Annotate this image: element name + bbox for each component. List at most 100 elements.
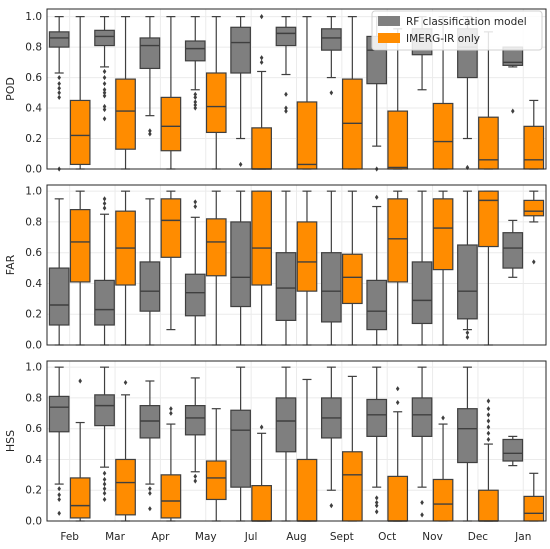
outlier-point xyxy=(486,412,491,418)
outlier-point xyxy=(102,496,107,503)
outlier-point xyxy=(102,90,107,96)
box-imerg xyxy=(115,78,136,150)
box-rf xyxy=(275,26,297,47)
outlier-point xyxy=(102,68,107,75)
box-imerg xyxy=(251,127,272,170)
box-rf xyxy=(275,252,297,321)
box-imerg xyxy=(523,125,545,170)
outlier-point xyxy=(193,99,198,105)
y-tick-label: 0.2 xyxy=(25,133,42,145)
box-rf xyxy=(48,267,70,326)
box-rf xyxy=(184,40,206,62)
box-rf xyxy=(230,26,251,74)
outlier-point xyxy=(102,486,107,492)
outlier-point xyxy=(57,85,61,91)
outlier-point xyxy=(259,14,264,20)
legend-swatch-rf xyxy=(378,16,400,26)
outlier-point xyxy=(374,503,379,509)
plot-frame-0 xyxy=(46,8,547,170)
outlier-point xyxy=(102,481,107,487)
outlier-point xyxy=(102,106,107,113)
box-rf xyxy=(139,37,161,70)
box-rf xyxy=(320,252,342,323)
y-tick-label: 0.0 xyxy=(25,516,42,528)
box-imerg xyxy=(432,198,454,271)
outlier-point xyxy=(374,499,379,506)
box-rf xyxy=(184,405,206,436)
outlier-point xyxy=(441,415,445,421)
box-rf xyxy=(411,397,433,437)
box-imerg xyxy=(205,218,227,277)
outlier-point xyxy=(193,94,198,100)
outlier-point xyxy=(193,105,198,111)
plot-frame-1 xyxy=(46,184,547,346)
y-tick-label: 1.0 xyxy=(25,11,42,23)
legend-label: RF classification model xyxy=(406,16,527,28)
box-rf xyxy=(366,279,388,331)
box-imerg xyxy=(387,475,409,522)
box-rf xyxy=(502,438,524,462)
box-rf xyxy=(94,394,115,427)
outlier-point xyxy=(57,81,61,87)
box-rf xyxy=(48,395,70,433)
plot-frame-2 xyxy=(46,360,547,522)
box-imerg xyxy=(523,199,545,217)
outlier-point xyxy=(193,478,198,484)
outlier-point xyxy=(148,490,152,496)
outlier-point xyxy=(486,418,491,424)
outlier-point xyxy=(102,116,107,122)
outlier-point xyxy=(102,470,107,476)
outlier-point xyxy=(510,108,515,114)
outlier-point xyxy=(148,131,152,137)
outlier-point xyxy=(395,399,400,406)
box-imerg xyxy=(251,190,272,286)
y-tick-label: 0.8 xyxy=(25,216,42,228)
y-tick-label: 0.4 xyxy=(25,278,42,290)
y-tick-label: 0.6 xyxy=(25,423,42,435)
legend-box xyxy=(371,10,543,51)
outlier-point xyxy=(420,499,424,506)
legend-label: IMERG-IR only xyxy=(406,33,480,45)
outlier-point xyxy=(284,105,288,111)
outlier-point xyxy=(102,103,107,110)
outlier-point xyxy=(465,334,470,340)
box-imerg xyxy=(160,474,182,519)
outlier-point xyxy=(102,81,107,87)
outlier-point xyxy=(329,90,334,96)
outlier-point xyxy=(193,102,198,108)
box-imerg xyxy=(341,451,363,522)
outlier-point xyxy=(169,410,173,416)
box-imerg xyxy=(296,458,318,522)
outlier-point xyxy=(102,205,107,211)
x-tick-label: Mar xyxy=(105,531,125,543)
x-tick-label: Sept xyxy=(330,531,354,543)
box-imerg xyxy=(69,209,91,283)
box-imerg xyxy=(296,221,318,292)
outlier-point xyxy=(284,91,288,97)
outlier-point xyxy=(374,509,379,515)
box-imerg xyxy=(432,478,454,522)
legend-swatch-imerg xyxy=(378,33,400,43)
box-imerg xyxy=(69,477,91,519)
outlier-point xyxy=(57,510,61,516)
outlier-point xyxy=(57,74,61,81)
box-rf xyxy=(94,279,115,326)
outlier-point xyxy=(57,90,61,96)
box-imerg xyxy=(251,485,272,522)
outlier-point xyxy=(148,506,152,512)
box-imerg xyxy=(205,72,227,134)
box-rf xyxy=(139,405,161,439)
outlier-point xyxy=(259,55,264,61)
box-imerg xyxy=(69,99,91,166)
outlier-point xyxy=(148,128,152,134)
outlier-point xyxy=(486,436,491,443)
y-tick-label: 0.4 xyxy=(25,454,42,466)
x-tick-label: Apr xyxy=(151,531,170,543)
outlier-point xyxy=(465,330,470,336)
outlier-point xyxy=(259,424,264,430)
x-tick-label: Jul xyxy=(244,531,258,543)
box-rf xyxy=(320,28,342,51)
y-axis-label: HSS xyxy=(4,430,17,452)
box-rf xyxy=(411,261,433,325)
